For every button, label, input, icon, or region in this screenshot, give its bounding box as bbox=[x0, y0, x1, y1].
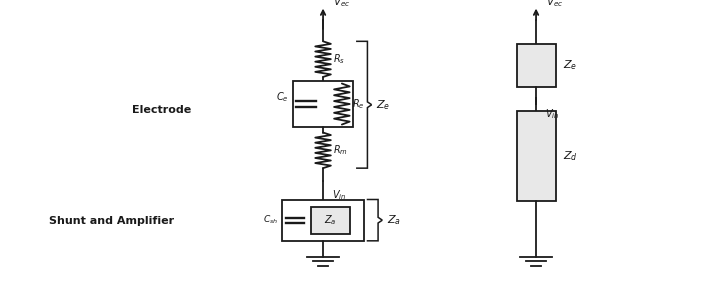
Text: $R_e$: $R_e$ bbox=[352, 97, 364, 111]
Bar bbox=[517, 44, 556, 87]
Text: $V_{in}$: $V_{in}$ bbox=[332, 188, 346, 202]
Text: $Z_a$: $Z_a$ bbox=[387, 213, 400, 227]
Bar bbox=[283, 200, 364, 241]
Text: $Z_d$: $Z_d$ bbox=[562, 149, 577, 163]
Bar bbox=[517, 111, 556, 201]
Text: $Z_e$: $Z_e$ bbox=[562, 59, 577, 72]
Bar bbox=[311, 207, 350, 234]
Text: $Z_e$: $Z_e$ bbox=[376, 98, 390, 112]
Text: $Z_a$: $Z_a$ bbox=[324, 213, 337, 227]
Bar bbox=[293, 81, 354, 127]
Text: $C_{sh}$: $C_{sh}$ bbox=[263, 214, 278, 226]
Text: $V_{ec}$: $V_{ec}$ bbox=[546, 0, 564, 9]
Text: Electrode: Electrode bbox=[133, 105, 192, 115]
Text: $V_{in}$: $V_{in}$ bbox=[545, 107, 559, 121]
Text: Shunt and Amplifier: Shunt and Amplifier bbox=[49, 216, 174, 226]
Text: $V_{ec}$: $V_{ec}$ bbox=[333, 0, 351, 9]
Text: $C_e$: $C_e$ bbox=[276, 90, 288, 104]
Text: $R_s$: $R_s$ bbox=[333, 52, 345, 66]
Text: $R_m$: $R_m$ bbox=[333, 143, 348, 157]
